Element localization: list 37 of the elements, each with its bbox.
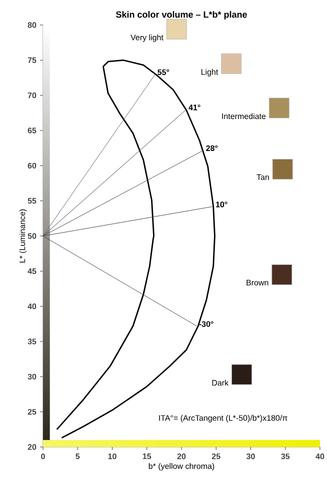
x-tick-label: 10 (108, 454, 116, 460)
series-label: -30° (199, 321, 214, 327)
y-tick-label: 80 (28, 22, 36, 28)
y-tick-label: 25 (28, 408, 36, 415)
x-tick-label: 25 (212, 454, 220, 460)
series-label: Very light (130, 34, 164, 42)
y-tick-label: 65 (28, 128, 36, 134)
x-tick-label: 35 (281, 454, 290, 460)
x-tick-label: 20 (177, 454, 186, 460)
x-tick-label: 0 (41, 454, 45, 460)
y-tick-label: 30 (28, 374, 36, 380)
y-tick-label: 20 (28, 444, 36, 450)
series-label: Dark (212, 380, 229, 386)
series-label: Intermediate (222, 113, 266, 120)
series-label: 10° (216, 202, 228, 208)
series-label: 28° (206, 145, 218, 152)
chart-title: Skin color volume – L*b* plane (116, 11, 247, 20)
series-label: Light (201, 68, 218, 76)
y-tick-label: 40 (28, 304, 36, 310)
x-tick-label: 30 (246, 454, 255, 460)
x-tick-label: 40 (316, 454, 324, 460)
series-label: 55° (158, 69, 170, 76)
series-label: Brown (246, 280, 268, 286)
y-tick-label: 55 (28, 198, 36, 204)
y-tick-label: 70 (28, 92, 36, 98)
x-tick-label: 15 (142, 454, 152, 460)
y-tick-label: 75 (28, 57, 36, 63)
y-tick-label: 50 (28, 233, 36, 239)
y-axis-title: L* (Luminance) (19, 209, 27, 262)
series-label: Tan (256, 174, 269, 180)
x-axis-title: b* (yellow chroma) (148, 463, 214, 471)
y-tick-label: 35 (28, 338, 36, 344)
annotation: ITA°= (ArcTangent (L*-50)/b*)x180/π (159, 414, 288, 422)
y-tick-label: 45 (28, 268, 36, 274)
y-tick-label: 60 (28, 162, 36, 169)
series-label: 41° (188, 104, 200, 110)
x-tick-label: 5 (76, 454, 80, 460)
